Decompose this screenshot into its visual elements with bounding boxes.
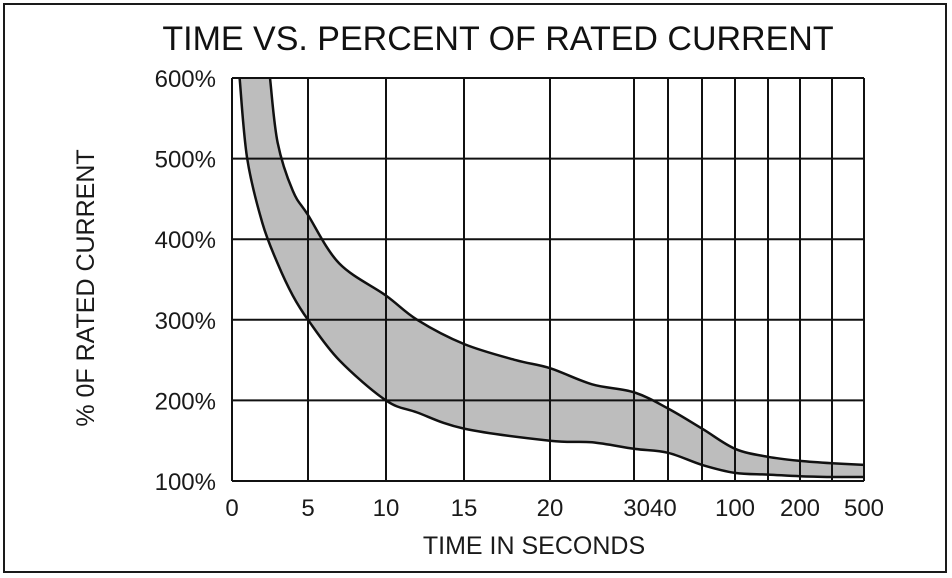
x-tick-label: 20: [537, 495, 564, 522]
operating-band: [239, 78, 865, 478]
grid-layer: [231, 77, 865, 482]
band-layer: [239, 78, 865, 478]
x-tick-label: 0: [225, 495, 238, 522]
lower-bound-curve: [238, 77, 865, 479]
x-tick-label: 5: [301, 495, 314, 522]
chart-title: TIME VS. PERCENT OF RATED CURRENT: [162, 20, 833, 58]
y-tick-label: 100%: [155, 469, 216, 496]
y-tick-label: 500%: [155, 147, 216, 174]
chart-frame: [3, 3, 947, 573]
x-tick-label: 500: [844, 495, 884, 522]
x-axis-label: TIME IN SECONDS: [423, 532, 645, 560]
tick-layer: 600% 500% 400% 300% 200% 100% 0 5 10 15 20 30 40 100 2…: [155, 66, 884, 522]
y-tick-label: 200%: [155, 388, 216, 415]
x-tick-label: 10: [373, 495, 400, 522]
y-axis-label: % 0F RATED CURRENT: [72, 149, 100, 426]
y-tick-label: 400%: [155, 227, 216, 254]
x-tick-label: 30: [623, 495, 650, 522]
x-tick-label: 40: [650, 495, 677, 522]
x-tick-label: 15: [451, 495, 478, 522]
y-tick-label: 300%: [155, 308, 216, 335]
x-tick-label: 200: [780, 495, 820, 522]
x-tick-label: 100: [715, 495, 755, 522]
y-tick-label: 600%: [155, 66, 216, 93]
